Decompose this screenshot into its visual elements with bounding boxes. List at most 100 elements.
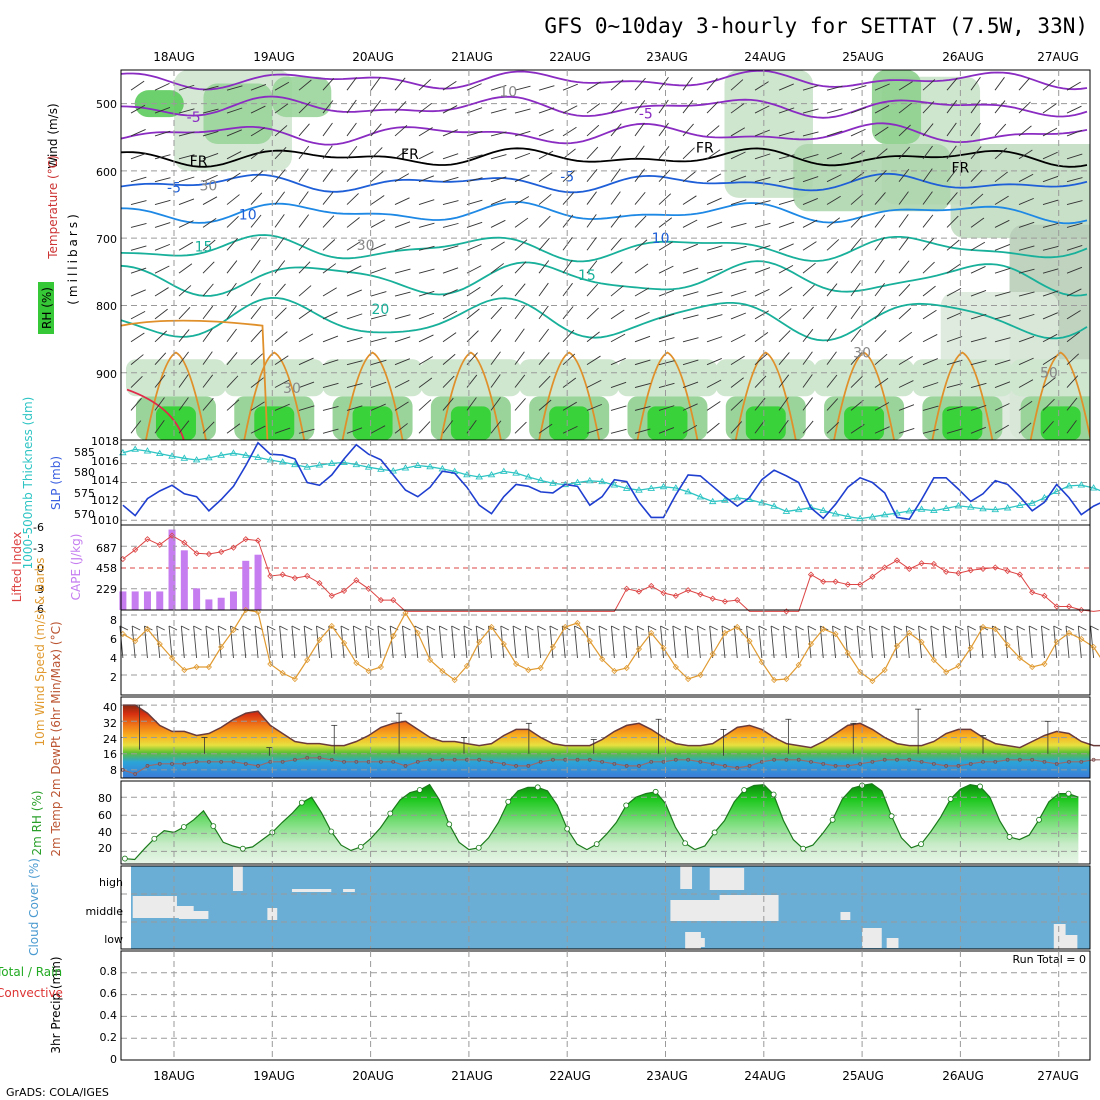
wind-barb	[394, 221, 411, 228]
thickness-marker	[217, 451, 225, 458]
wind-barb	[730, 199, 747, 205]
precip-frame	[120, 950, 1091, 1061]
wind-barb	[994, 403, 1010, 411]
wind-barb	[634, 263, 649, 274]
wind-barb	[586, 214, 597, 228]
wind-barb	[730, 377, 744, 388]
cloud-cell	[709, 868, 745, 890]
wind-barb-10m	[328, 625, 333, 659]
dewpoint-marker	[305, 755, 310, 760]
wind-barb-10m	[918, 625, 927, 631]
dewpoint-marker	[612, 761, 617, 766]
wind-barb	[490, 420, 502, 434]
contour-label: 15	[578, 268, 596, 284]
wind-barb	[874, 237, 885, 251]
temp-tick: 8	[110, 764, 117, 777]
wind-marker	[439, 667, 446, 675]
wind-barb	[178, 176, 195, 183]
wind-barb	[418, 175, 435, 183]
wind-barb	[802, 176, 819, 183]
wind-barb	[706, 125, 720, 137]
wind-marker	[586, 637, 593, 645]
cape-tick: 229	[96, 583, 117, 596]
wind-barb	[1066, 331, 1080, 343]
wind-barb	[682, 424, 698, 434]
wind-barb-10m	[1004, 625, 1009, 659]
wind-barb	[202, 397, 214, 411]
rh-patch	[942, 406, 983, 440]
wind-barb-10m	[217, 625, 222, 659]
wind-barb	[538, 260, 550, 274]
wind-marker	[685, 675, 692, 683]
wind-barb-10m	[1065, 625, 1070, 659]
rh-marker	[918, 841, 924, 848]
wind-barb-10m	[623, 625, 632, 631]
wind-barb	[394, 401, 409, 411]
cape-tick: 458	[96, 562, 117, 575]
rh-patch	[724, 70, 813, 198]
wind-barb	[658, 382, 675, 388]
precip-grid	[121, 972, 1090, 1039]
wind-barb	[298, 381, 315, 388]
rh-marker	[475, 844, 482, 851]
li-marker	[857, 581, 864, 588]
wind-marker	[377, 663, 384, 671]
thickness-markers	[119, 445, 1098, 522]
li-marker	[967, 567, 974, 574]
contour-label: -5	[187, 110, 201, 126]
wind-barb-10m	[476, 625, 485, 631]
wind-barb-10m	[414, 625, 419, 659]
temperature-line	[122, 704, 1100, 749]
temp-fill	[122, 705, 1090, 778]
top-date-label: 27AUG	[1037, 50, 1079, 64]
wind-barb	[994, 100, 1006, 114]
wind-barb	[970, 290, 987, 297]
wind-barb	[778, 374, 790, 388]
dewpoint-marker	[1054, 761, 1059, 766]
wind-barb	[1042, 103, 1057, 114]
wind-barb	[850, 305, 861, 320]
dewpoint-marker	[981, 759, 985, 764]
wind-barb	[466, 83, 482, 91]
li-marker	[1078, 606, 1085, 614]
cloud-cell	[685, 932, 701, 950]
wind-barb	[562, 306, 574, 320]
li-marker	[328, 592, 335, 599]
wind-barb	[130, 129, 146, 137]
wind-barb-10m	[918, 625, 923, 659]
wind-barb	[178, 131, 195, 137]
wind-barb-10m	[500, 625, 509, 631]
wind-barb	[490, 131, 507, 137]
top-date-label: 25AUG	[842, 50, 884, 64]
precip-ylabel: 3hr Precip (mm)	[49, 956, 63, 1053]
thickness-marker	[1077, 481, 1086, 488]
wind-barb	[130, 311, 146, 320]
wind-barb-10m	[525, 625, 534, 631]
wind-barb-10m	[930, 625, 940, 631]
wind-barb-10m	[316, 625, 325, 631]
wind-barb-10m	[475, 625, 480, 659]
wind-barb	[178, 397, 189, 411]
wind-barb-10m	[266, 625, 271, 659]
wind-barb	[250, 353, 263, 365]
wind-barb-10m	[955, 625, 964, 631]
wind-barb	[682, 314, 699, 320]
wind-barb	[562, 282, 573, 297]
cloud-cell	[862, 928, 882, 948]
thickness-tick: 585	[74, 446, 95, 459]
bottom-date-label: 20AUG	[352, 1069, 394, 1083]
wind-barb	[202, 261, 215, 274]
wind-barb	[706, 314, 723, 320]
li-marker	[672, 592, 679, 599]
rh-patch	[203, 83, 273, 144]
rh-patch	[950, 144, 1090, 239]
dewpoint-marker	[293, 757, 297, 762]
li-tick: 0	[37, 562, 44, 575]
wind-barb	[250, 282, 261, 297]
wind-barb	[130, 398, 142, 411]
wind-barb	[562, 377, 577, 388]
contour-label: 30	[283, 381, 301, 397]
wind-barb	[130, 245, 147, 251]
wind-barb	[562, 353, 576, 365]
